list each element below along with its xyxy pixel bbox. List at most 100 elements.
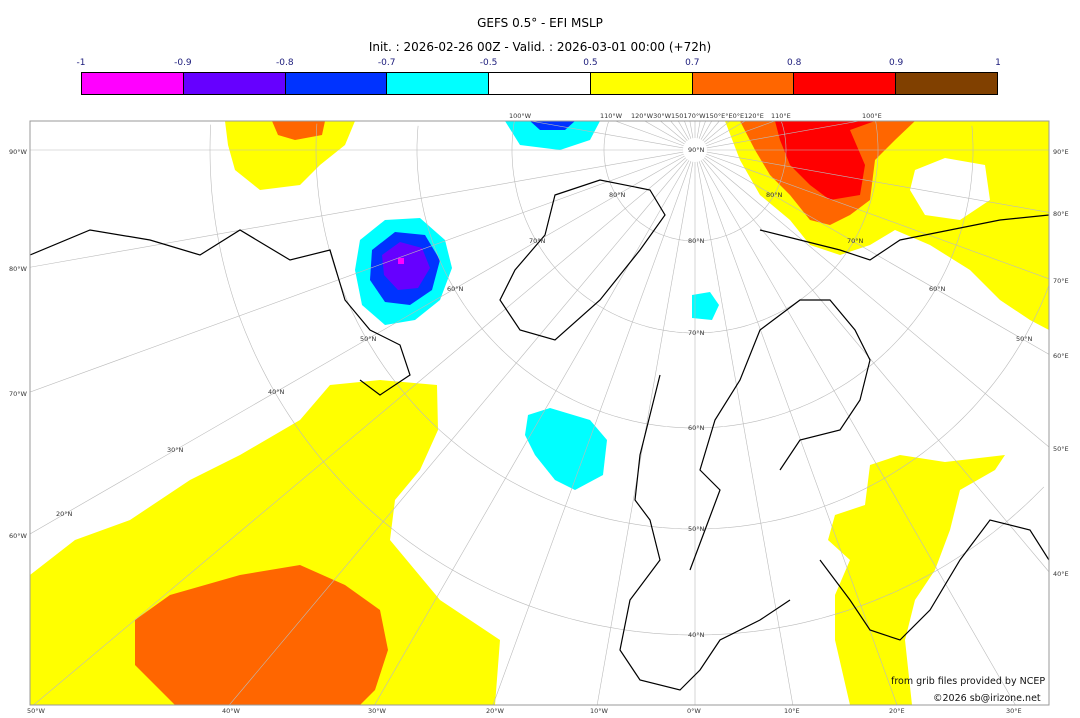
meridian-line bbox=[696, 161, 794, 705]
colorbar-tick-label: 0.5 bbox=[583, 58, 598, 68]
graticule-label: 40°W bbox=[222, 707, 240, 715]
graticule-label: 90°W bbox=[9, 148, 27, 156]
efi-region-cyan-arctic bbox=[505, 121, 600, 150]
meridian-line bbox=[702, 121, 720, 142]
graticule-label: 50°W bbox=[27, 707, 45, 715]
colorbar-swatch bbox=[285, 73, 388, 94]
copyright-credit: ©2026 sb@irizone.net bbox=[933, 693, 1041, 704]
meridian-line bbox=[689, 121, 694, 139]
graticule-label: 20°N bbox=[56, 510, 73, 518]
meridian-line bbox=[33, 157, 687, 705]
coastlines bbox=[30, 179, 1049, 691]
meridian-line bbox=[684, 121, 692, 139]
colorbar-swatch bbox=[489, 73, 591, 94]
colorbar-swatch bbox=[896, 73, 998, 94]
map-subtitle: Init. : 2026-02-26 00Z - Valid. : 2026-0… bbox=[368, 40, 712, 54]
latitude-circle bbox=[315, 123, 1049, 530]
meridian-line bbox=[660, 121, 687, 143]
efi-region-red-siberia bbox=[775, 121, 875, 200]
graticule-label: 60°E bbox=[1053, 352, 1069, 360]
graticule-label: 80°N bbox=[609, 191, 626, 199]
graticule-label: 70°N bbox=[688, 329, 705, 337]
meridian-line bbox=[644, 121, 685, 145]
colorbar-tick-label: 0.7 bbox=[685, 58, 700, 68]
efi-region-orange-nw bbox=[272, 121, 325, 140]
graticule-label: 70°N bbox=[529, 237, 546, 245]
graticule-label: 70°E bbox=[1053, 277, 1069, 285]
efi-region-orange-atlantic bbox=[135, 565, 388, 705]
meridian-line bbox=[702, 158, 1049, 573]
graticule-label: 60°N bbox=[688, 424, 705, 432]
graticule-label: 50°N bbox=[688, 525, 705, 533]
meridian-line bbox=[706, 121, 860, 149]
colorbar-tick-label: -0.7 bbox=[377, 58, 396, 68]
meridian-line bbox=[706, 151, 1049, 213]
meridian-line bbox=[700, 121, 713, 140]
graticule-label: 40°N bbox=[268, 388, 285, 396]
colorbar-tick-label: -0.8 bbox=[275, 58, 294, 68]
graticule-label: 90°N bbox=[688, 146, 705, 154]
latitude-circle bbox=[511, 121, 879, 334]
graticule-label: 110°W bbox=[600, 112, 623, 120]
graticule-label: 20°W bbox=[486, 707, 504, 715]
latitude-circle bbox=[603, 121, 787, 242]
efi-region-yellow-nw bbox=[225, 121, 355, 190]
meridian-line bbox=[30, 155, 685, 535]
colorbar-tick-label: 1 bbox=[995, 58, 1001, 68]
meridian-line bbox=[705, 121, 746, 145]
meridian-line bbox=[696, 121, 701, 139]
graticule-label: 60°N bbox=[447, 285, 464, 293]
meridian-line bbox=[706, 121, 775, 147]
efi-region-blue-arctic bbox=[530, 121, 575, 130]
colorbar-tick-label: -0.9 bbox=[174, 58, 192, 68]
meridian-line bbox=[492, 161, 692, 705]
graticule-label: 0°W bbox=[687, 707, 701, 715]
graticule-label: 30°E bbox=[1006, 707, 1022, 715]
meridian-line bbox=[700, 160, 1016, 705]
colorbar-tick-label: 0.9 bbox=[888, 58, 904, 68]
latitude-circle bbox=[416, 125, 974, 429]
graticule-label: 70°W bbox=[9, 390, 27, 398]
graticule-label: 30°N bbox=[167, 446, 184, 454]
efi-region-magenta-hudson bbox=[398, 258, 404, 264]
colorbar-swatch bbox=[590, 73, 693, 94]
meridian-line bbox=[698, 161, 898, 705]
graticule-label: 50°N bbox=[360, 335, 377, 343]
graticule-label: 40°E bbox=[1053, 570, 1069, 578]
meridian-line bbox=[530, 121, 684, 149]
efi-region-yellow-europe bbox=[828, 455, 1005, 705]
meridian-line bbox=[30, 153, 684, 393]
map-frame bbox=[29, 120, 1050, 706]
graticule-label: 80°N bbox=[688, 237, 705, 245]
efi-region-cyan-greenland-sea bbox=[692, 292, 719, 320]
efi-region-cyan-atlantic bbox=[525, 408, 607, 490]
graticule-label: 10°W bbox=[590, 707, 608, 715]
meridian-line bbox=[698, 121, 706, 139]
colorbar-swatch bbox=[794, 73, 897, 94]
graticule-label: 80°E bbox=[1053, 210, 1069, 218]
meridian-line bbox=[703, 157, 1049, 448]
graticule-label: 60°W bbox=[9, 532, 27, 540]
colorbar bbox=[81, 72, 998, 95]
colorbar-tick-label: 0.8 bbox=[787, 58, 802, 68]
meridian-line bbox=[670, 121, 688, 142]
colorbar-swatch bbox=[387, 73, 490, 94]
graticule bbox=[30, 121, 1049, 705]
graticule-label: 70°N bbox=[847, 237, 864, 245]
meridian-line bbox=[30, 151, 684, 268]
graticule-label: 50°N bbox=[1016, 335, 1033, 343]
source-credit: from grib files provided by NCEP bbox=[891, 676, 1046, 687]
graticule-label: 80°N bbox=[766, 191, 783, 199]
graticule-label: 80°W bbox=[9, 265, 27, 273]
colorbar-swatch bbox=[82, 73, 184, 94]
graticule-label: 110°E bbox=[771, 112, 791, 120]
graticule-label: 100°E bbox=[862, 112, 882, 120]
efi-region-white-hole bbox=[910, 158, 990, 220]
graticule-label: 90°E bbox=[1053, 148, 1069, 156]
colorbar-tick-label: -0.5 bbox=[479, 58, 498, 68]
meridian-line bbox=[615, 121, 684, 147]
meridian-line bbox=[374, 160, 690, 705]
graticule-label: 30°W bbox=[368, 707, 386, 715]
